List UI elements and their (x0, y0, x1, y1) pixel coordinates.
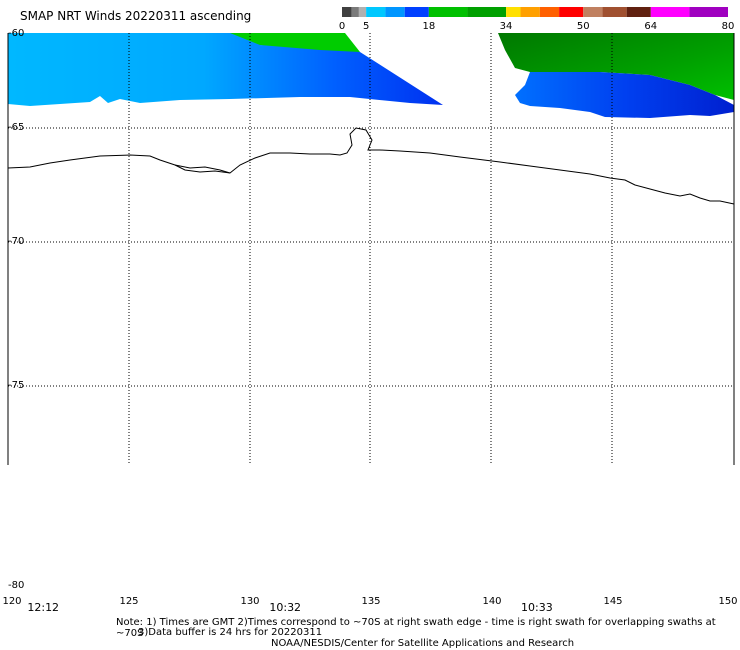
map-title: SMAP NRT Winds 20220311 ascending (20, 9, 252, 23)
colorbar (342, 7, 728, 17)
swath-green-left (228, 33, 360, 52)
lon-tick-label: 135 (361, 596, 381, 607)
swath-time-label: 10:32 (269, 601, 302, 614)
colorbar-segment (366, 7, 386, 17)
lat-tick-label: -60 (8, 28, 25, 39)
lon-tick-label: 145 (603, 596, 623, 607)
colorbar-tick-label: 5 (362, 21, 370, 32)
antarctic-coastline (7, 127, 735, 205)
note-line-1: Note: 1) Times are GMT 2)Times correspon… (116, 617, 716, 639)
note-line-2: 3)Data buffer is 24 hrs for 20220311 (138, 627, 323, 638)
note-line-3: NOAA/NESDIS/Center for Satellite Applica… (271, 638, 575, 649)
coastline-detail (174, 164, 231, 174)
wind-swaths (8, 33, 734, 118)
colorbar-tick-label: 50 (576, 21, 590, 32)
colorbar-segment (467, 7, 507, 17)
colorbar-tick-label: 0 (338, 21, 346, 32)
graticule (8, 33, 734, 465)
colorbar-segment (358, 7, 367, 17)
lon-tick-label: 125 (119, 596, 139, 607)
swath-blue-left (8, 33, 443, 106)
colorbar-segment (428, 7, 468, 17)
swath-green-right (498, 33, 734, 100)
colorbar-segment (404, 7, 429, 17)
lon-tick-label: 130 (240, 596, 260, 607)
colorbar-segment (602, 7, 627, 17)
colorbar-segment (539, 7, 560, 17)
colorbar-segment (342, 7, 352, 17)
colorbar-segment (626, 7, 651, 17)
swath-time-label: 12:12 (27, 601, 60, 614)
colorbar-tick-label: 18 (422, 21, 436, 32)
lon-tick-label: 150 (718, 596, 738, 607)
swath-blue-right (515, 72, 734, 118)
lat-tick-label: -65 (8, 122, 25, 133)
colorbar-segment (689, 7, 728, 17)
lat-tick-label: -75 (8, 380, 25, 391)
colorbar-tick-label: 64 (644, 21, 658, 32)
swath-time-label: 10:33 (521, 601, 553, 614)
colorbar-segment (385, 7, 405, 17)
colorbar-tick-label: 80 (721, 21, 735, 32)
colorbar-segment (520, 7, 540, 17)
lat-tick-label: -70 (8, 236, 25, 247)
lat-tick-label: -80 (8, 580, 25, 591)
colorbar-segment (506, 7, 521, 17)
map-frame (7, 33, 735, 465)
colorbar-segment (559, 7, 584, 17)
lon-tick-label: 140 (482, 596, 502, 607)
colorbar-segment (650, 7, 690, 17)
colorbar-segment (351, 7, 359, 17)
lon-tick-label: 120 (2, 596, 22, 607)
colorbar-tick-label: 34 (499, 21, 513, 32)
colorbar-segment (583, 7, 603, 17)
